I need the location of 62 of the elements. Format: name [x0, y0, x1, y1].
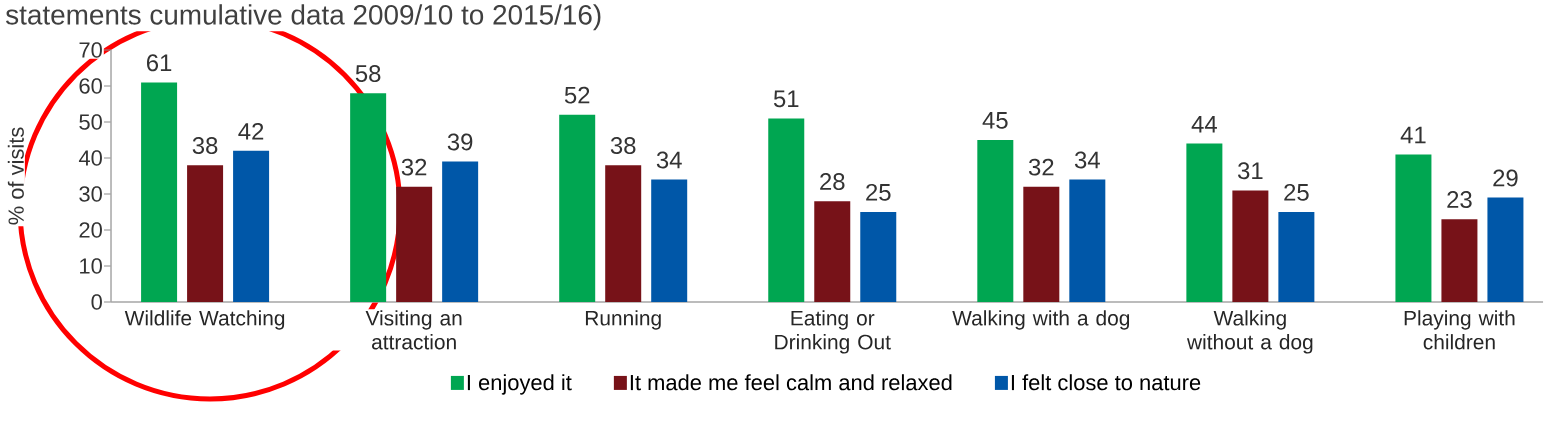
bar — [977, 140, 1014, 302]
data-label: 25 — [866, 183, 891, 201]
y-tick-label: 30 — [79, 186, 102, 202]
data-label: 38 — [610, 137, 636, 155]
data-label: 32 — [1028, 158, 1054, 176]
bar — [1186, 143, 1223, 302]
y-tick-label: 50 — [79, 114, 102, 130]
x-tick-label: Playing with children — [1404, 310, 1515, 350]
data-label: 39 — [447, 133, 473, 151]
y-tick-label: 40 — [78, 150, 102, 166]
bar — [559, 114, 596, 302]
bar — [1487, 197, 1524, 302]
data-label: 29 — [1493, 169, 1518, 187]
data-label: 61 — [147, 54, 172, 72]
legend-label: I enjoyed it — [467, 374, 572, 395]
x-tick-label: Visiting an attraction — [365, 310, 462, 350]
y-tick-label: 60 — [79, 78, 102, 94]
bar — [1023, 186, 1060, 302]
data-label: 34 — [1074, 151, 1100, 169]
bar — [396, 186, 433, 302]
bar — [651, 179, 688, 302]
data-label: 45 — [982, 112, 1008, 129]
bar — [814, 201, 851, 302]
bar — [1069, 179, 1106, 302]
bar — [1232, 190, 1269, 302]
bar — [350, 93, 387, 302]
y-tick-label: 20 — [79, 222, 102, 238]
x-tick-label: Walking with a dog — [952, 310, 1130, 330]
bar — [233, 150, 270, 302]
chart-title: statements cumulative data 2009/10 to 2015/16) — [5, 4, 601, 31]
data-label: 51 — [773, 90, 799, 108]
x-tick-label: Walking without a dog — [1186, 310, 1313, 354]
bar — [442, 161, 479, 302]
legend-label: I felt close to nature — [1011, 374, 1201, 391]
bar — [860, 212, 897, 302]
bar — [768, 118, 805, 302]
data-label: 34 — [656, 151, 682, 169]
data-label: 23 — [1447, 191, 1472, 209]
data-label: 38 — [192, 137, 218, 155]
y-tick-label: 70 — [79, 42, 102, 58]
x-tick-label: Eating or Drinking Out — [775, 310, 891, 354]
data-label: 52 — [564, 86, 590, 104]
bar — [1278, 212, 1315, 302]
legend-label: It made me feel calm and relaxed — [630, 374, 952, 391]
data-label: 28 — [820, 173, 845, 191]
x-tick-label: Running — [585, 310, 661, 330]
x-tick-label: Wildlife Watching — [124, 310, 285, 330]
data-label: 31 — [1237, 162, 1263, 180]
data-label: 42 — [238, 122, 264, 140]
data-label: 41 — [1400, 126, 1426, 144]
bar — [187, 165, 224, 302]
data-label: 44 — [1191, 115, 1217, 133]
y-tick-label: 10 — [80, 258, 102, 274]
data-label: 25 — [1284, 183, 1309, 201]
bar — [605, 165, 642, 302]
bar — [1441, 219, 1478, 302]
bar — [141, 82, 178, 302]
data-label: 32 — [401, 158, 427, 176]
data-label: 58 — [355, 65, 381, 83]
bar — [1395, 154, 1432, 302]
y-axis-title: % of visits — [7, 127, 24, 225]
y-tick-label: 0 — [91, 294, 102, 310]
